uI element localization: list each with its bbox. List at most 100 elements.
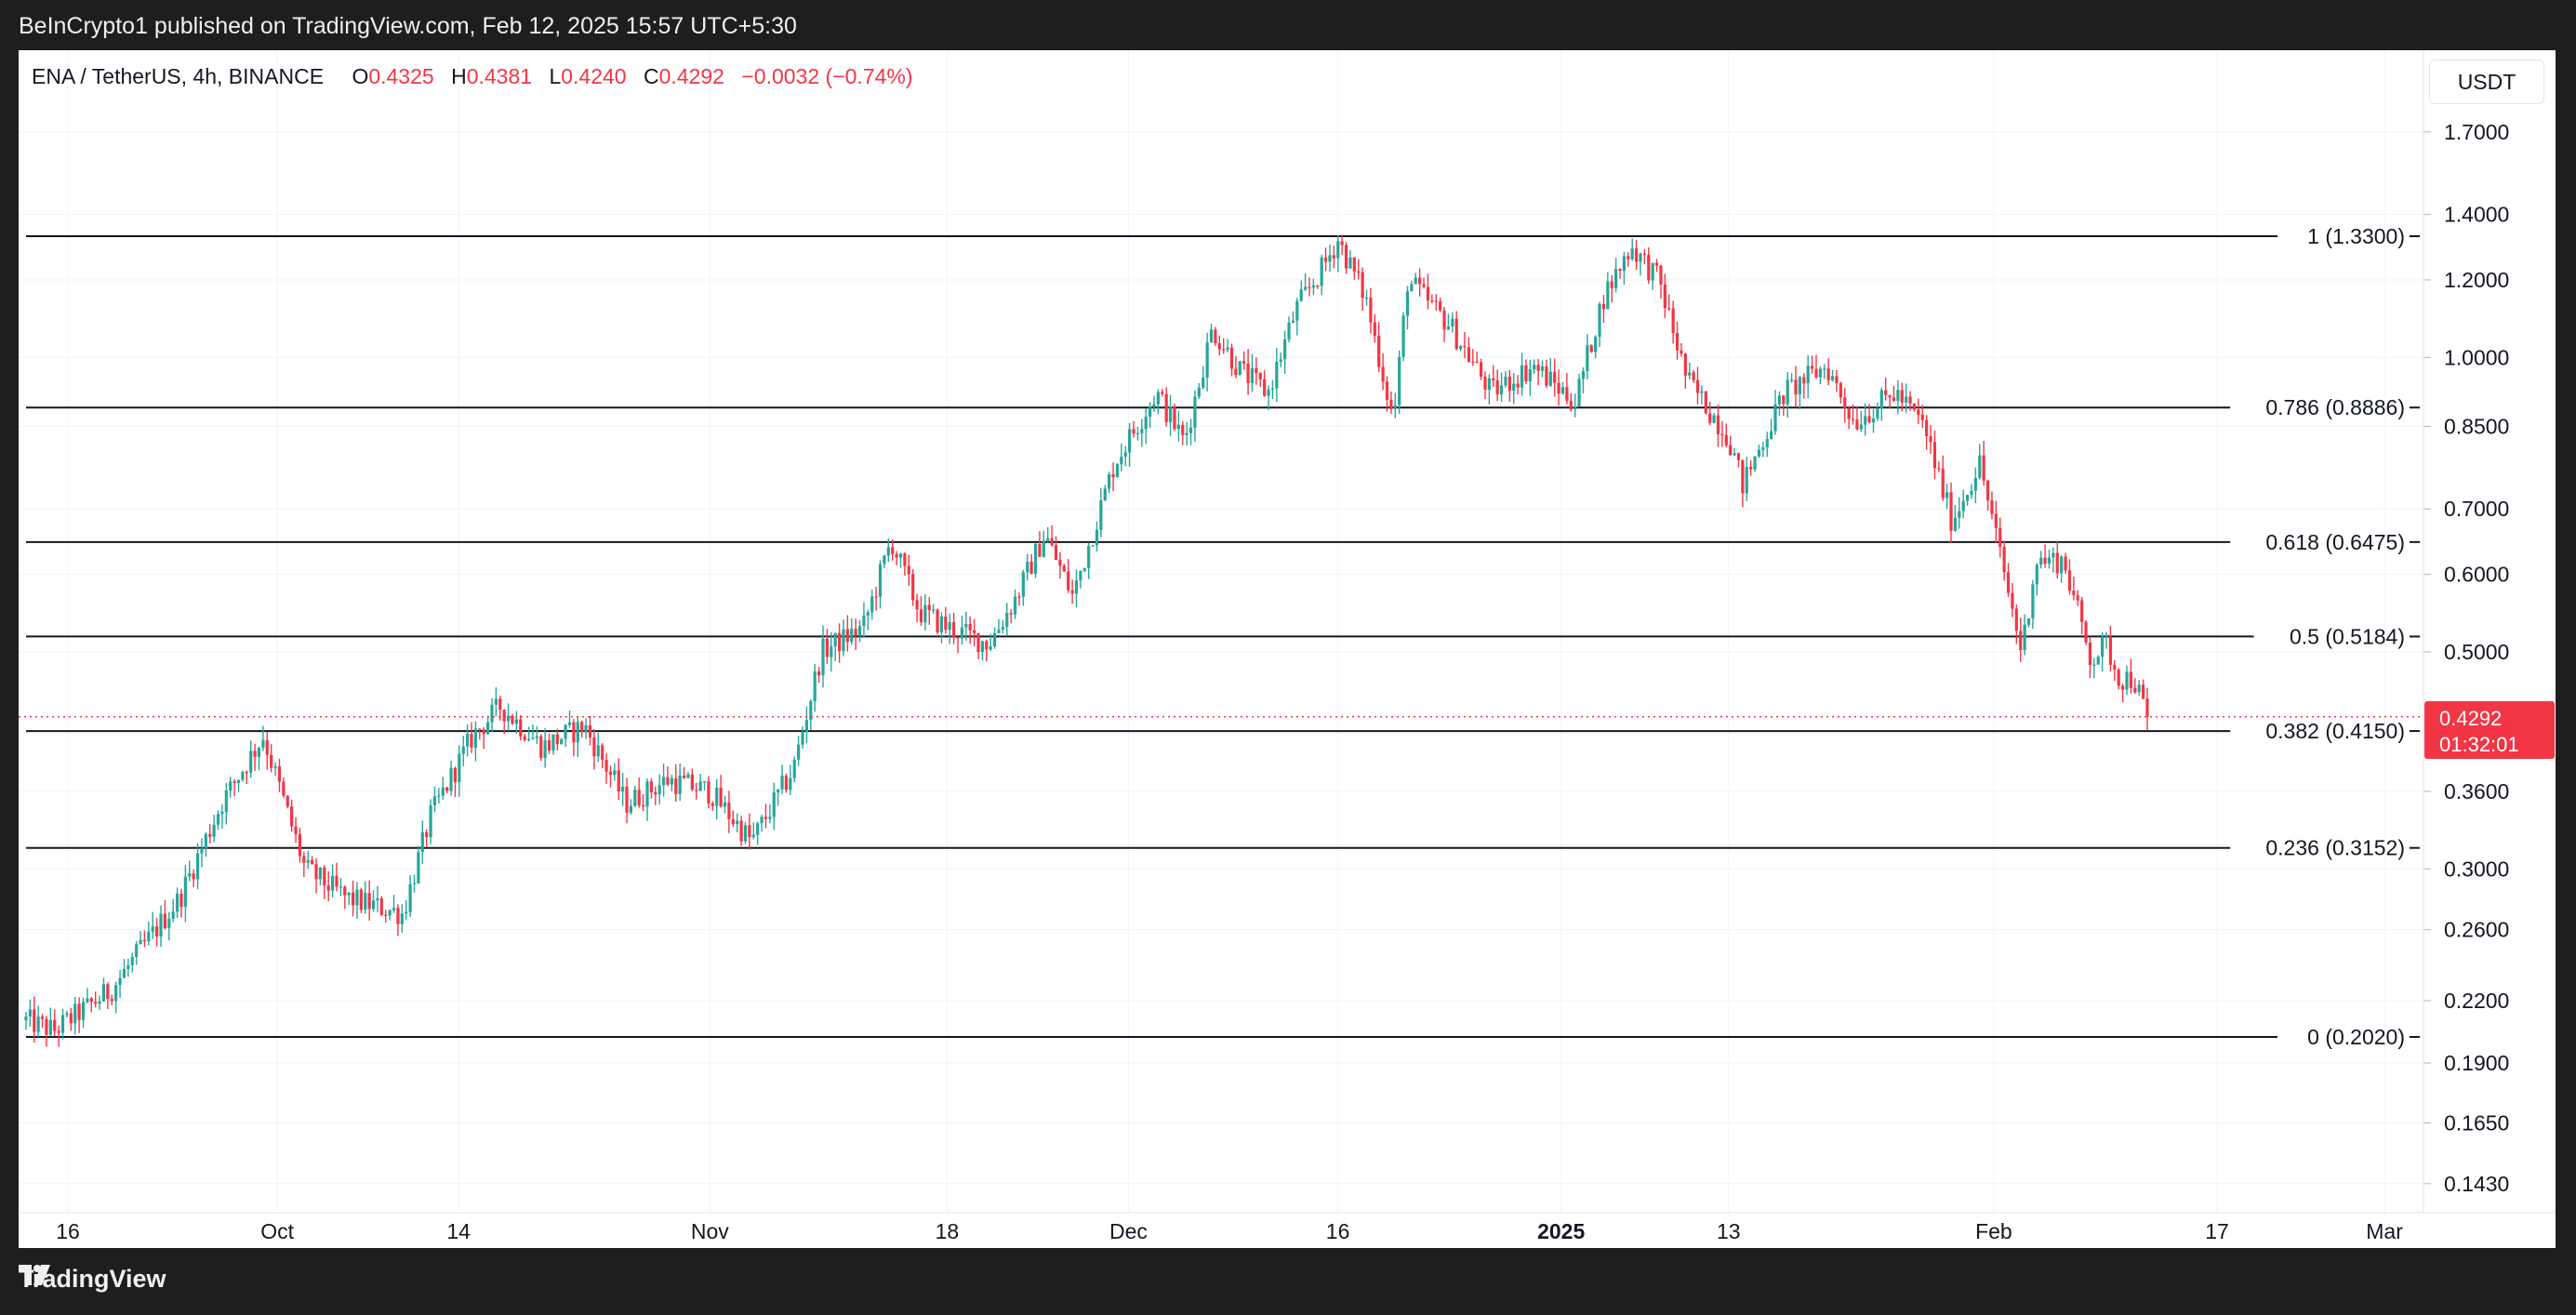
candle-body [637, 790, 641, 805]
candle-body [1745, 466, 1748, 494]
candle-body [1369, 297, 1373, 323]
symbol-name[interactable]: ENA / TetherUS, 4h, BINANCE [32, 64, 325, 88]
candle-body [77, 1003, 81, 1020]
candle-body [1826, 368, 1830, 381]
candle-body [53, 1019, 57, 1031]
candle-body [1618, 269, 1622, 272]
x-tick-label: Nov [691, 1219, 729, 1243]
candle-body [33, 1009, 36, 1032]
candle-body [903, 553, 907, 566]
candle-body [1128, 429, 1132, 453]
candle-body [1120, 457, 1123, 465]
candle-body [1528, 369, 1532, 382]
candle-body [997, 629, 1001, 633]
candle-body [1839, 383, 1842, 398]
candle-body [326, 885, 330, 891]
candle-body [429, 804, 432, 838]
candle-body [1499, 385, 1504, 395]
candle-body [101, 984, 106, 1002]
candle-body [28, 1009, 32, 1017]
y-tick-label: 0.1650 [2444, 1110, 2509, 1135]
candle-body [1786, 379, 1789, 405]
candle-body [420, 832, 424, 853]
candle-body [1344, 245, 1348, 269]
candle-body [1589, 345, 1593, 352]
candle-body [985, 641, 989, 650]
high-value: 0.4381 [466, 64, 533, 88]
candle-body [1152, 404, 1156, 406]
candle-body [702, 781, 707, 783]
candle-body [1033, 543, 1038, 575]
candle-body [927, 604, 931, 611]
candle-body [2101, 636, 2105, 658]
candle-body [498, 698, 502, 711]
tradingview-logo[interactable]: TradingView [19, 1265, 166, 1294]
candle-body [490, 704, 494, 723]
candle-body [81, 1002, 86, 1020]
candle-body [323, 867, 326, 886]
candle-body [1639, 253, 1642, 262]
candle-body [2019, 631, 2023, 651]
candle-body [130, 957, 134, 965]
candle-body [371, 900, 376, 910]
candle-body [1651, 262, 1654, 281]
x-tick-label: 16 [56, 1219, 80, 1243]
candle-body [596, 745, 600, 757]
candle-body [1601, 303, 1606, 310]
candle-body [862, 615, 866, 627]
candle-body [1536, 365, 1540, 371]
candle-body [923, 604, 927, 623]
x-tick-label: Mar [2366, 1219, 2403, 1243]
candle-body [379, 897, 383, 915]
candle-body [1140, 429, 1144, 433]
candle-body [825, 638, 829, 658]
candle-body [1973, 477, 1977, 491]
currency-button[interactable]: USDT [2429, 60, 2544, 104]
candle-body [2137, 684, 2141, 693]
candle-body [1900, 390, 1904, 403]
candle-body [253, 750, 257, 757]
candle-body [1876, 408, 1879, 418]
candle-body [1888, 394, 1892, 398]
candle-body [2052, 552, 2055, 558]
candle-body [1242, 361, 1246, 364]
candle-body [526, 738, 531, 740]
candle-body [339, 886, 342, 888]
candle-body [24, 1016, 28, 1021]
candle-body [1283, 339, 1287, 360]
candle-body [359, 889, 363, 910]
candle-body [1111, 473, 1115, 478]
candle-body [842, 629, 845, 652]
candle-body [1712, 415, 1716, 423]
candle-body [915, 600, 919, 610]
candle-body [1459, 346, 1463, 350]
candle-body [739, 820, 743, 842]
chart-area[interactable]: 16 Oct 14 Nov 18 Dec 16 2025 13 Feb 17 Mar 1.7000 1.4… [19, 50, 2556, 1248]
candle-body [645, 781, 649, 807]
candle-body [2072, 591, 2076, 596]
chart-canvas[interactable]: 16 Oct 14 Nov 18 Dec 16 2025 13 Feb 17 Mar 1.7000 1.4… [19, 50, 2556, 1248]
candle-body [1581, 371, 1586, 379]
candle-body [789, 777, 792, 790]
candle-body [629, 805, 633, 813]
candle-body [1733, 453, 1736, 456]
candle-body [1164, 393, 1168, 422]
candle-body [1855, 419, 1859, 430]
candle-body [1463, 346, 1467, 348]
fib-level-label: 1 (1.3300) [2307, 224, 2405, 248]
candle-body [106, 984, 110, 1000]
candle-body [290, 806, 294, 827]
candle-body [114, 985, 118, 1002]
y-tick-label: 1.2000 [2444, 268, 2509, 292]
candle-body [135, 944, 139, 958]
candle-body [367, 893, 371, 910]
candle-body [261, 739, 265, 749]
y-tick-label: 0.6000 [2444, 563, 2509, 587]
candle-body [482, 729, 485, 735]
candle-body [494, 698, 498, 705]
candle-body [1483, 377, 1487, 391]
candle-body [1654, 262, 1659, 266]
candle-body [331, 875, 335, 891]
candle-body [547, 740, 551, 751]
candle-body [657, 785, 661, 795]
